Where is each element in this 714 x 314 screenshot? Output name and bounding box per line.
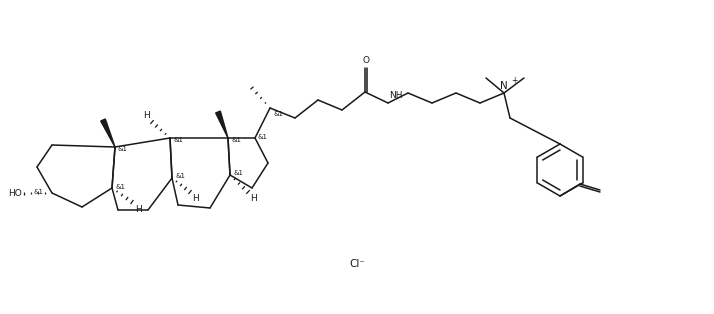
Text: O: O: [363, 56, 370, 65]
Text: N: N: [500, 81, 508, 91]
Polygon shape: [216, 111, 228, 138]
Text: &1: &1: [118, 146, 128, 152]
Text: +: +: [511, 76, 518, 85]
Text: &1: &1: [233, 170, 243, 176]
Text: Cl⁻: Cl⁻: [349, 259, 365, 269]
Text: &1: &1: [173, 137, 183, 143]
Text: HO: HO: [9, 188, 22, 198]
Text: &1: &1: [175, 173, 185, 179]
Text: H: H: [192, 194, 198, 203]
Text: H: H: [135, 205, 142, 214]
Text: &1: &1: [273, 111, 283, 117]
Text: &1: &1: [258, 134, 268, 140]
Polygon shape: [101, 119, 115, 147]
Text: H: H: [144, 111, 150, 120]
Text: &1: &1: [231, 137, 241, 143]
Text: NH: NH: [389, 91, 403, 100]
Text: H: H: [250, 194, 257, 203]
Text: &1: &1: [34, 189, 44, 195]
Text: &1: &1: [115, 184, 125, 190]
